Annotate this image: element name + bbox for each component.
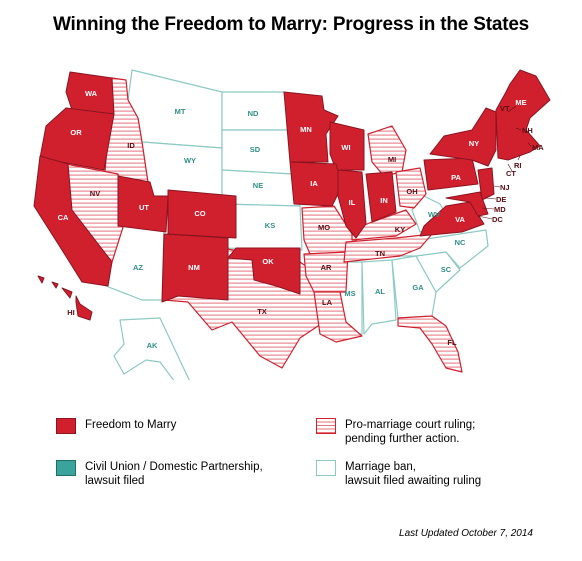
legend-civil-union-line1: Civil Union / Domestic Partnership,	[85, 461, 263, 473]
label-ar: AR	[321, 263, 332, 272]
state-nm[interactable]	[161, 233, 229, 303]
label-ky: KY	[395, 225, 405, 234]
legend-ban-line2: lawsuit filed awaiting ruling	[345, 475, 482, 487]
label-ks: KS	[265, 221, 275, 230]
state-md-de[interactable]	[445, 191, 489, 217]
legend-swatch-freedom	[56, 418, 76, 434]
label-wy: WY	[184, 156, 196, 165]
label-ut: UT	[139, 203, 149, 212]
label-nv: NV	[90, 189, 100, 198]
state-ny[interactable]	[429, 107, 497, 167]
legend-freedom-label: Freedom to Marry	[85, 419, 177, 431]
label-nc: NC	[455, 238, 466, 247]
label-az: AZ	[133, 263, 143, 272]
label-wv: WV	[428, 210, 440, 219]
state-ga[interactable]	[391, 255, 437, 319]
state-new-england[interactable]	[495, 69, 551, 161]
state-il[interactable]	[337, 169, 367, 239]
label-nd: ND	[248, 109, 259, 118]
legend-court-ruling-line2: pending further action.	[345, 433, 460, 445]
label-ms: MS	[344, 289, 355, 298]
label-ne: NE	[253, 181, 263, 190]
legend-civil-union-line2: lawsuit filed	[85, 475, 145, 487]
legend-swatch-civil-union	[56, 460, 76, 476]
label-md: MD	[494, 205, 506, 214]
state-al[interactable]	[361, 259, 397, 335]
label-mi: MI	[388, 155, 396, 164]
label-ct: CT	[506, 169, 516, 178]
label-co: CO	[194, 209, 205, 218]
label-ri: RI	[514, 161, 522, 170]
legend-ban-line1: Marriage ban,	[345, 461, 416, 473]
label-sd: SD	[250, 145, 261, 154]
label-il: IL	[349, 198, 356, 207]
label-ga: GA	[412, 283, 424, 292]
label-va: VA	[455, 215, 465, 224]
state-la[interactable]	[313, 291, 363, 343]
state-co[interactable]	[167, 189, 237, 239]
state-ok[interactable]	[227, 247, 301, 295]
label-tx: TX	[257, 307, 267, 316]
state-or[interactable]	[39, 107, 115, 171]
state-oh[interactable]	[395, 167, 427, 209]
label-pa: PA	[451, 173, 461, 182]
last-updated: Last Updated October 7, 2014	[399, 528, 533, 539]
legend-civil-union: Civil Union / Domestic Partnership, laws…	[56, 460, 263, 488]
label-de: DE	[496, 195, 506, 204]
state-pa[interactable]	[423, 157, 479, 191]
label-ak: AK	[147, 341, 158, 350]
state-nj[interactable]	[477, 167, 495, 201]
label-in: IN	[380, 196, 388, 205]
state-ca[interactable]	[33, 155, 113, 287]
label-or: OR	[70, 128, 82, 137]
label-nh: NH	[522, 126, 533, 135]
state-ak[interactable]	[113, 317, 192, 380]
label-wi: WI	[341, 143, 350, 152]
label-tn: TN	[375, 249, 385, 258]
legend-court-ruling-line1: Pro-marriage court ruling;	[345, 419, 476, 431]
state-in[interactable]	[365, 171, 397, 223]
label-ny: NY	[469, 139, 479, 148]
state-tn[interactable]	[343, 233, 433, 263]
label-oh: OH	[406, 187, 417, 196]
label-dc: DC	[492, 215, 503, 224]
label-la: LA	[322, 298, 333, 307]
legend-swatch-ban	[316, 460, 336, 476]
label-al: AL	[375, 287, 385, 296]
label-wa: WA	[85, 89, 98, 98]
us-marriage-map: WA OR CA UT CO NM OK MN WI IA IL IN PA V…	[33, 69, 551, 380]
label-vt: VT	[500, 104, 510, 113]
legend-freedom: Freedom to Marry	[56, 418, 176, 434]
state-ia[interactable]	[289, 161, 343, 207]
label-nm: NM	[188, 263, 200, 272]
label-nj: NJ	[500, 183, 510, 192]
label-mn: MN	[300, 125, 312, 134]
state-mi[interactable]	[367, 125, 407, 177]
label-me: ME	[515, 98, 526, 107]
label-id: ID	[127, 141, 135, 150]
label-mo: MO	[318, 223, 330, 232]
label-ok: OK	[262, 257, 274, 266]
state-fl[interactable]	[397, 315, 463, 373]
state-nc[interactable]	[397, 229, 489, 269]
state-hi[interactable]	[37, 275, 93, 321]
legend-ban: Marriage ban, lawsuit filed awaiting rul…	[316, 460, 481, 488]
state-wi[interactable]	[329, 121, 365, 171]
label-ma: MA	[532, 143, 544, 152]
label-ia: IA	[310, 179, 318, 188]
label-sc: SC	[441, 265, 452, 274]
label-mt: MT	[175, 107, 186, 116]
label-hi: HI	[67, 308, 75, 317]
map-title: Winning the Freedom to Marry: Progress i…	[52, 14, 530, 35]
label-ca: CA	[58, 213, 69, 222]
state-ar[interactable]	[303, 251, 349, 293]
state-va[interactable]	[419, 201, 485, 237]
legend-court-ruling: Pro-marriage court ruling; pending furth…	[316, 418, 475, 446]
label-fl: FL	[447, 338, 457, 347]
legend-swatch-court-ruling	[316, 418, 336, 434]
